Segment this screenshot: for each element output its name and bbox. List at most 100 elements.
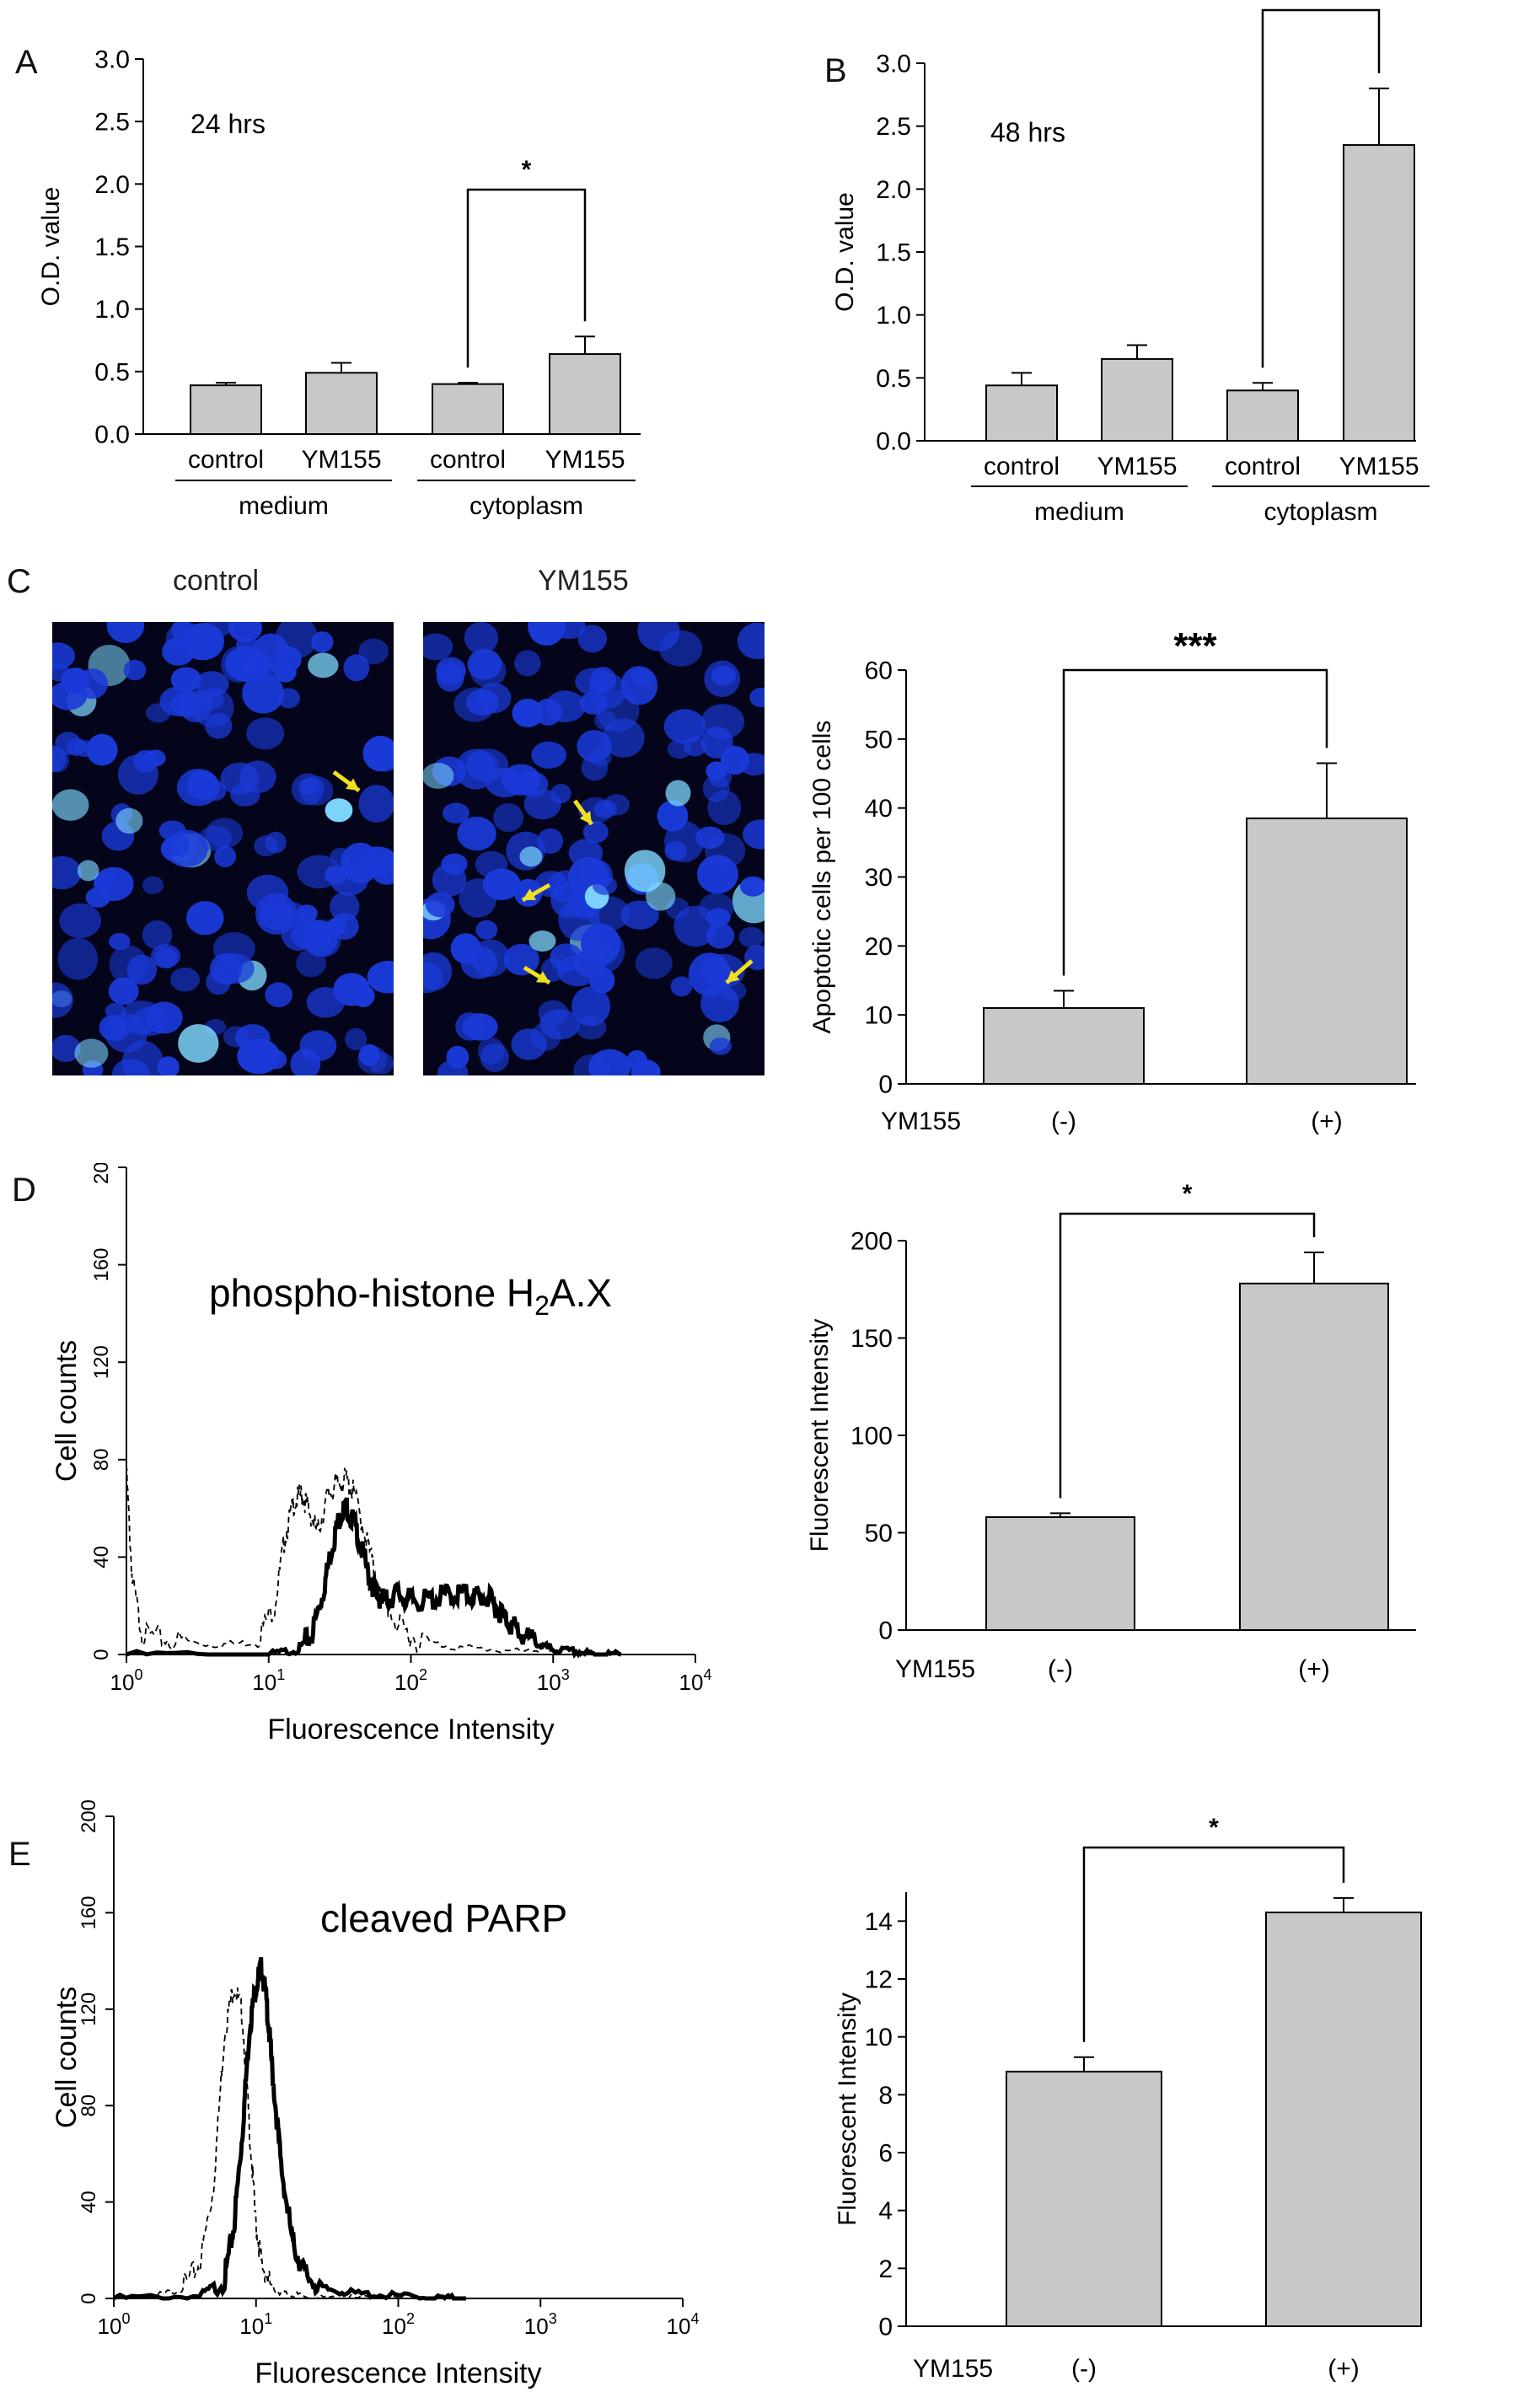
nucleus	[423, 763, 454, 789]
group-label: medium	[239, 492, 329, 520]
nucleus	[235, 1024, 271, 1052]
y-tick-label: 3.0	[876, 51, 911, 78]
nucleus	[367, 961, 394, 994]
significance-stars: *	[1183, 1180, 1193, 1208]
nucleus	[637, 622, 680, 652]
chart-d-bar: 0 50 100 150 200 Fluorescent Intensity (-) (+) Y…	[806, 1180, 1416, 1683]
micrograph-ym155	[423, 622, 765, 1075]
nucleus	[214, 845, 237, 867]
category-label: control	[430, 446, 506, 474]
nucleus	[446, 1045, 469, 1070]
x-tick-label: 102	[394, 1666, 427, 1695]
nucleus	[707, 790, 742, 826]
nucleus	[55, 732, 81, 755]
nucleus	[325, 865, 347, 885]
y-tick-label: 160	[78, 1896, 100, 1929]
nucleus	[467, 648, 502, 680]
nucleus	[443, 802, 469, 823]
nucleus	[343, 654, 370, 682]
nucleus	[588, 673, 627, 709]
y-tick-label: 60	[865, 657, 893, 685]
nucleus	[630, 1059, 661, 1075]
treatment-row-label: YM155	[913, 2355, 993, 2383]
bar	[432, 383, 504, 435]
y-tick-label: 160	[90, 1248, 113, 1282]
y-tick-label: 100	[850, 1423, 893, 1451]
bar	[1101, 357, 1173, 442]
y-tick-label: 40	[90, 1546, 113, 1569]
nucleus	[86, 733, 118, 766]
y-tick-label: 0	[878, 2314, 893, 2341]
nucleus	[330, 892, 360, 922]
nucleus	[228, 622, 263, 642]
micrograph-title-ym155: YM155	[538, 565, 629, 597]
y-tick-label: 10	[865, 2024, 893, 2051]
nucleus	[706, 923, 735, 949]
y-tick-label: 2	[878, 2255, 893, 2283]
bar	[549, 353, 621, 436]
chart-e-bar: 0 2 4 6 8 10 12 14 Fluorescent Intensity (-) (+) YM…	[834, 1814, 1422, 2383]
nucleus	[516, 771, 549, 797]
panel-label-b: B	[824, 52, 847, 89]
nucleus	[460, 946, 497, 979]
nucleus	[699, 893, 734, 923]
apoptotic-cell-arrowhead	[536, 971, 550, 983]
nucleus	[308, 652, 339, 678]
nucleus	[550, 943, 583, 972]
category-label: (-)	[1071, 2355, 1097, 2383]
bar	[1246, 817, 1408, 1085]
nucleus	[459, 878, 497, 918]
nucleus	[311, 631, 334, 653]
category-label: YM155	[545, 446, 625, 474]
y-axis-label: Apoptotic cells per 100 cells	[808, 721, 836, 1034]
y-axis-label: O.D. value	[831, 192, 859, 312]
nucleus	[514, 650, 541, 677]
y-tick-label: 14	[865, 1908, 893, 1936]
nucleus	[242, 673, 285, 714]
nucleus	[737, 622, 765, 660]
y-tick-label: 30	[865, 864, 893, 892]
nucleus	[738, 926, 765, 948]
nucleus	[186, 770, 217, 800]
nucleus	[423, 633, 453, 661]
nucleus	[306, 987, 345, 1018]
panel-label-d: D	[12, 1172, 36, 1209]
significance-bracket	[1082, 1846, 1345, 2042]
category-label: (-)	[1048, 1655, 1073, 1683]
nucleus	[670, 976, 693, 997]
y-tick-label: 80	[90, 1448, 113, 1471]
micrograph-title-control: control	[173, 565, 260, 597]
nucleus	[106, 622, 145, 643]
nucleus	[511, 1028, 547, 1060]
nucleus	[493, 803, 524, 832]
nucleus	[455, 1012, 485, 1041]
histogram-treated-line	[126, 1497, 622, 1659]
nucleus	[423, 952, 453, 991]
significance-bracket	[466, 188, 587, 368]
nucleus	[213, 953, 255, 984]
nucleus	[571, 986, 610, 1027]
nucleus	[178, 1024, 219, 1063]
nucleus	[246, 717, 285, 750]
nucleus	[77, 668, 109, 700]
nucleus	[277, 688, 300, 709]
histogram-control-line	[126, 1467, 554, 1655]
micrograph-ym155-image	[423, 622, 765, 1075]
nucleus	[77, 860, 99, 882]
nucleus	[206, 818, 244, 849]
group-label: cytoplasm	[1264, 498, 1377, 526]
significance-stars: ***	[1306, 0, 1335, 4]
nucleus	[582, 821, 609, 844]
nucleus	[162, 637, 195, 666]
nucleus	[299, 775, 334, 806]
y-axis-label: Fluorescent Intensity	[834, 1992, 861, 2226]
y-tick-label: 120	[90, 1345, 113, 1379]
nucleus	[169, 967, 201, 992]
y-tick-label: 40	[78, 2191, 100, 2213]
y-tick-label: 0	[78, 2293, 100, 2303]
nucleus	[568, 839, 604, 867]
nucleus	[740, 876, 765, 897]
nucleus	[503, 943, 539, 976]
nucleus	[52, 642, 75, 670]
x-axis-label: Fluorescence Intensity	[267, 1713, 554, 1746]
